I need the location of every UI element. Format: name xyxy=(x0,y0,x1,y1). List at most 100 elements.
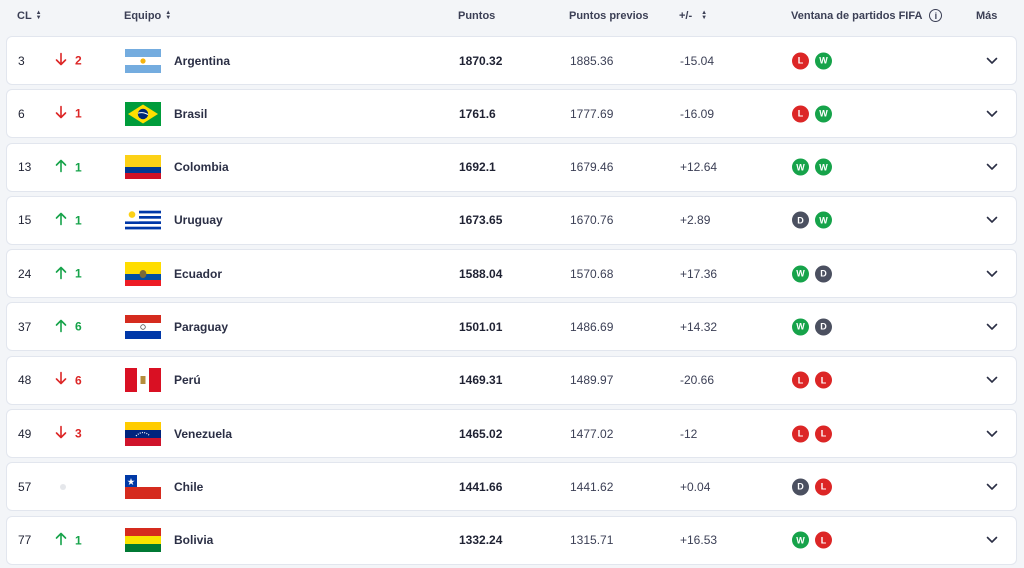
team-name-link[interactable]: Perú xyxy=(174,373,201,388)
points-value: 1870.32 xyxy=(459,53,503,68)
team-name-link[interactable]: Colombia xyxy=(174,160,229,175)
match-result-badge[interactable]: W xyxy=(792,158,809,176)
arrow-up-icon xyxy=(55,532,75,549)
chevron-down-icon[interactable] xyxy=(986,270,998,278)
header-team-label: Equipo xyxy=(124,10,162,22)
header-window: Ventana de partidos FIFA i xyxy=(791,9,943,22)
sort-arrows-icon[interactable]: ▲ ▼ xyxy=(165,10,172,21)
header-team[interactable]: Equipo ▲ ▼ xyxy=(124,10,171,22)
rank-value: 37 xyxy=(18,319,32,334)
team-name-link[interactable]: Brasil xyxy=(174,106,208,121)
match-result-badge[interactable]: W xyxy=(792,318,809,336)
match-result-badge[interactable]: L xyxy=(792,52,809,69)
points-value: 1692.1 xyxy=(459,160,496,175)
team-name-link[interactable]: Bolivia xyxy=(174,533,214,548)
team-name-link[interactable]: Ecuador xyxy=(174,266,223,281)
previous-points-value: 1777.69 xyxy=(570,106,614,121)
flag-chile-icon xyxy=(125,474,161,499)
info-icon[interactable]: i xyxy=(929,9,943,22)
points-diff-value: +0.04 xyxy=(680,479,711,494)
match-result-badge[interactable]: W xyxy=(815,52,832,69)
rank-value: 24 xyxy=(18,266,32,281)
match-result-badge[interactable]: W xyxy=(792,531,809,549)
previous-points-value: 1489.97 xyxy=(570,373,614,388)
match-result-badge[interactable]: W xyxy=(815,158,832,176)
match-result-badge[interactable]: W xyxy=(815,211,832,229)
chevron-down-icon[interactable] xyxy=(986,430,998,438)
header-rank-label: CL xyxy=(17,10,32,22)
match-result-badge[interactable]: L xyxy=(815,478,832,496)
chevron-down-icon[interactable] xyxy=(986,483,998,491)
rank-movement-value: 2 xyxy=(75,53,82,68)
header-previous-points: Puntos previos xyxy=(569,10,648,22)
team-name-link[interactable]: Paraguay xyxy=(174,319,229,334)
points-value: 1469.31 xyxy=(459,373,503,388)
arrow-up-icon xyxy=(55,318,75,335)
match-result-badge[interactable]: L xyxy=(792,105,809,123)
previous-points-value: 1670.76 xyxy=(570,213,614,228)
team-name-link[interactable]: Venezuela xyxy=(174,426,233,441)
match-result-badge[interactable]: L xyxy=(792,425,809,443)
match-result-badge[interactable]: W xyxy=(792,265,809,283)
arrow-down-icon xyxy=(55,371,75,389)
rank-movement-value: 6 xyxy=(75,319,82,334)
team-name-link[interactable]: Argentina xyxy=(174,53,231,68)
match-result-badge[interactable]: L xyxy=(815,371,832,389)
points-value: 1332.24 xyxy=(459,533,503,548)
match-result-badge[interactable]: L xyxy=(815,425,832,443)
points-value: 1441.66 xyxy=(459,479,503,494)
arrow-up-icon xyxy=(55,265,75,282)
header-diff[interactable]: +/- ▲ ▼ xyxy=(679,10,707,22)
sort-arrows-icon[interactable]: ▲ ▼ xyxy=(701,10,708,21)
flag-colombia-icon xyxy=(125,155,161,180)
match-result-badge[interactable]: L xyxy=(792,371,809,389)
chevron-down-icon[interactable] xyxy=(986,110,998,118)
match-result-badge[interactable]: D xyxy=(792,211,809,229)
team-name-link[interactable]: Uruguay xyxy=(174,213,223,228)
rank-value: 13 xyxy=(18,160,32,175)
rank-value: 48 xyxy=(18,373,32,388)
rank-movement-value: 3 xyxy=(75,426,82,441)
rank-movement: 1 xyxy=(55,212,82,229)
header-diff-label: +/- xyxy=(679,10,693,22)
rank-movement xyxy=(55,483,66,490)
rank-value: 77 xyxy=(18,533,32,548)
sort-arrows-icon[interactable]: ▲ ▼ xyxy=(35,10,42,21)
chevron-down-icon[interactable] xyxy=(986,536,998,544)
previous-points-value: 1570.68 xyxy=(570,266,614,281)
match-result-badge[interactable]: D xyxy=(815,265,832,283)
team-name-link[interactable]: Chile xyxy=(174,479,204,494)
chevron-down-icon[interactable] xyxy=(986,376,998,384)
chevron-down-icon[interactable] xyxy=(986,163,998,171)
previous-points-value: 1679.46 xyxy=(570,160,614,175)
chevron-down-icon[interactable] xyxy=(986,323,998,331)
match-result-badge[interactable]: W xyxy=(815,105,832,123)
match-result-badge[interactable]: L xyxy=(815,531,832,549)
chevron-down-icon[interactable] xyxy=(986,216,998,224)
rank-movement: 3 xyxy=(55,425,82,442)
chevron-down-icon[interactable] xyxy=(986,57,998,65)
points-diff-value: +16.53 xyxy=(680,533,718,548)
match-result-badge[interactable]: D xyxy=(815,318,832,336)
rank-movement: 1 xyxy=(55,105,82,122)
points-diff-value: +12.64 xyxy=(680,160,718,175)
header-rank[interactable]: CL ▲ ▼ xyxy=(17,10,42,22)
arrow-down-icon xyxy=(55,105,75,122)
match-result-badge[interactable]: D xyxy=(792,478,809,496)
